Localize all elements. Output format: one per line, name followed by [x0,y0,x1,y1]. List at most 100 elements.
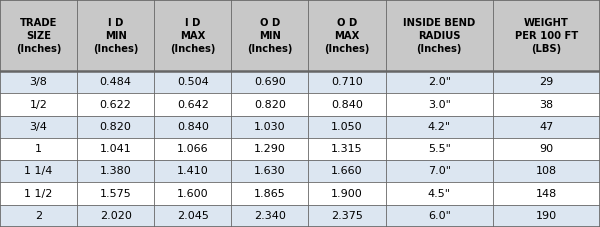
Text: MAX: MAX [180,31,205,41]
Bar [232,0,308,71]
Text: 2: 2 [35,211,42,221]
Bar [232,116,308,138]
Bar [77,116,154,138]
Text: 0.504: 0.504 [177,77,209,87]
Text: INSIDE BEND: INSIDE BEND [403,18,475,28]
Bar [493,183,600,205]
Bar [232,138,308,160]
Bar [0,205,77,227]
Bar [0,71,77,94]
Text: 1.660: 1.660 [331,166,363,176]
Text: 1/2: 1/2 [29,100,47,110]
Bar [386,205,493,227]
Bar [386,116,493,138]
Text: 2.045: 2.045 [177,211,209,221]
Bar [154,0,232,71]
Text: MIN: MIN [105,31,127,41]
Bar [154,94,232,116]
Text: (Inches): (Inches) [93,44,139,54]
Bar [308,0,386,71]
Text: I D: I D [108,18,124,28]
Text: (Inches): (Inches) [416,44,462,54]
Bar [308,116,386,138]
Text: 1.865: 1.865 [254,189,286,199]
Text: 1.030: 1.030 [254,122,286,132]
Text: 0.642: 0.642 [177,100,209,110]
Bar [386,138,493,160]
Bar [493,205,600,227]
Text: 0.622: 0.622 [100,100,131,110]
Bar [232,94,308,116]
Text: 3/8: 3/8 [29,77,47,87]
Text: 108: 108 [536,166,557,176]
Text: 4.2": 4.2" [428,122,451,132]
Text: (Inches): (Inches) [247,44,293,54]
Text: 47: 47 [539,122,554,132]
Bar [493,160,600,183]
Text: SIZE: SIZE [26,31,51,41]
Bar [154,71,232,94]
Bar [0,94,77,116]
Bar [77,160,154,183]
Bar [386,160,493,183]
Text: 1.575: 1.575 [100,189,131,199]
Bar [154,138,232,160]
Text: 0.484: 0.484 [100,77,131,87]
Text: (Inches): (Inches) [324,44,370,54]
Text: 4.5": 4.5" [428,189,451,199]
Bar [77,205,154,227]
Bar [308,160,386,183]
Text: 5.5": 5.5" [428,144,451,154]
Bar [0,138,77,160]
Text: 29: 29 [539,77,554,87]
Text: 1.600: 1.600 [177,189,209,199]
Bar [386,0,493,71]
Bar [308,94,386,116]
Text: 1.900: 1.900 [331,189,363,199]
Text: TRADE: TRADE [20,18,57,28]
Text: 2.340: 2.340 [254,211,286,221]
Bar [77,71,154,94]
Text: 2.0": 2.0" [428,77,451,87]
Bar [0,183,77,205]
Text: O D: O D [337,18,357,28]
Bar [386,183,493,205]
Text: 1: 1 [35,144,42,154]
Text: 2.375: 2.375 [331,211,363,221]
Bar [77,0,154,71]
Text: O D: O D [260,18,280,28]
Text: 1.315: 1.315 [331,144,363,154]
Bar [493,71,600,94]
Text: 0.820: 0.820 [100,122,131,132]
Text: PER 100 FT: PER 100 FT [515,31,578,41]
Text: 0.710: 0.710 [331,77,363,87]
Bar [77,94,154,116]
Bar [308,205,386,227]
Text: 1 1/2: 1 1/2 [25,189,53,199]
Bar [386,71,493,94]
Text: 1.066: 1.066 [177,144,209,154]
Text: 1 1/4: 1 1/4 [25,166,53,176]
Text: MIN: MIN [259,31,281,41]
Text: 190: 190 [536,211,557,221]
Text: 0.690: 0.690 [254,77,286,87]
Bar [308,183,386,205]
Text: MAX: MAX [334,31,359,41]
Bar [154,160,232,183]
Text: (LBS): (LBS) [532,44,562,54]
Text: (Inches): (Inches) [170,44,215,54]
Text: 38: 38 [539,100,554,110]
Bar [493,116,600,138]
Text: 3/4: 3/4 [29,122,47,132]
Bar [0,160,77,183]
Text: 1.630: 1.630 [254,166,286,176]
Bar [493,0,600,71]
Bar [493,94,600,116]
Text: 7.0": 7.0" [428,166,451,176]
Text: (Inches): (Inches) [16,44,61,54]
Text: 1.410: 1.410 [177,166,209,176]
Text: RADIUS: RADIUS [418,31,460,41]
Text: 1.380: 1.380 [100,166,131,176]
Text: 1.290: 1.290 [254,144,286,154]
Text: I D: I D [185,18,200,28]
